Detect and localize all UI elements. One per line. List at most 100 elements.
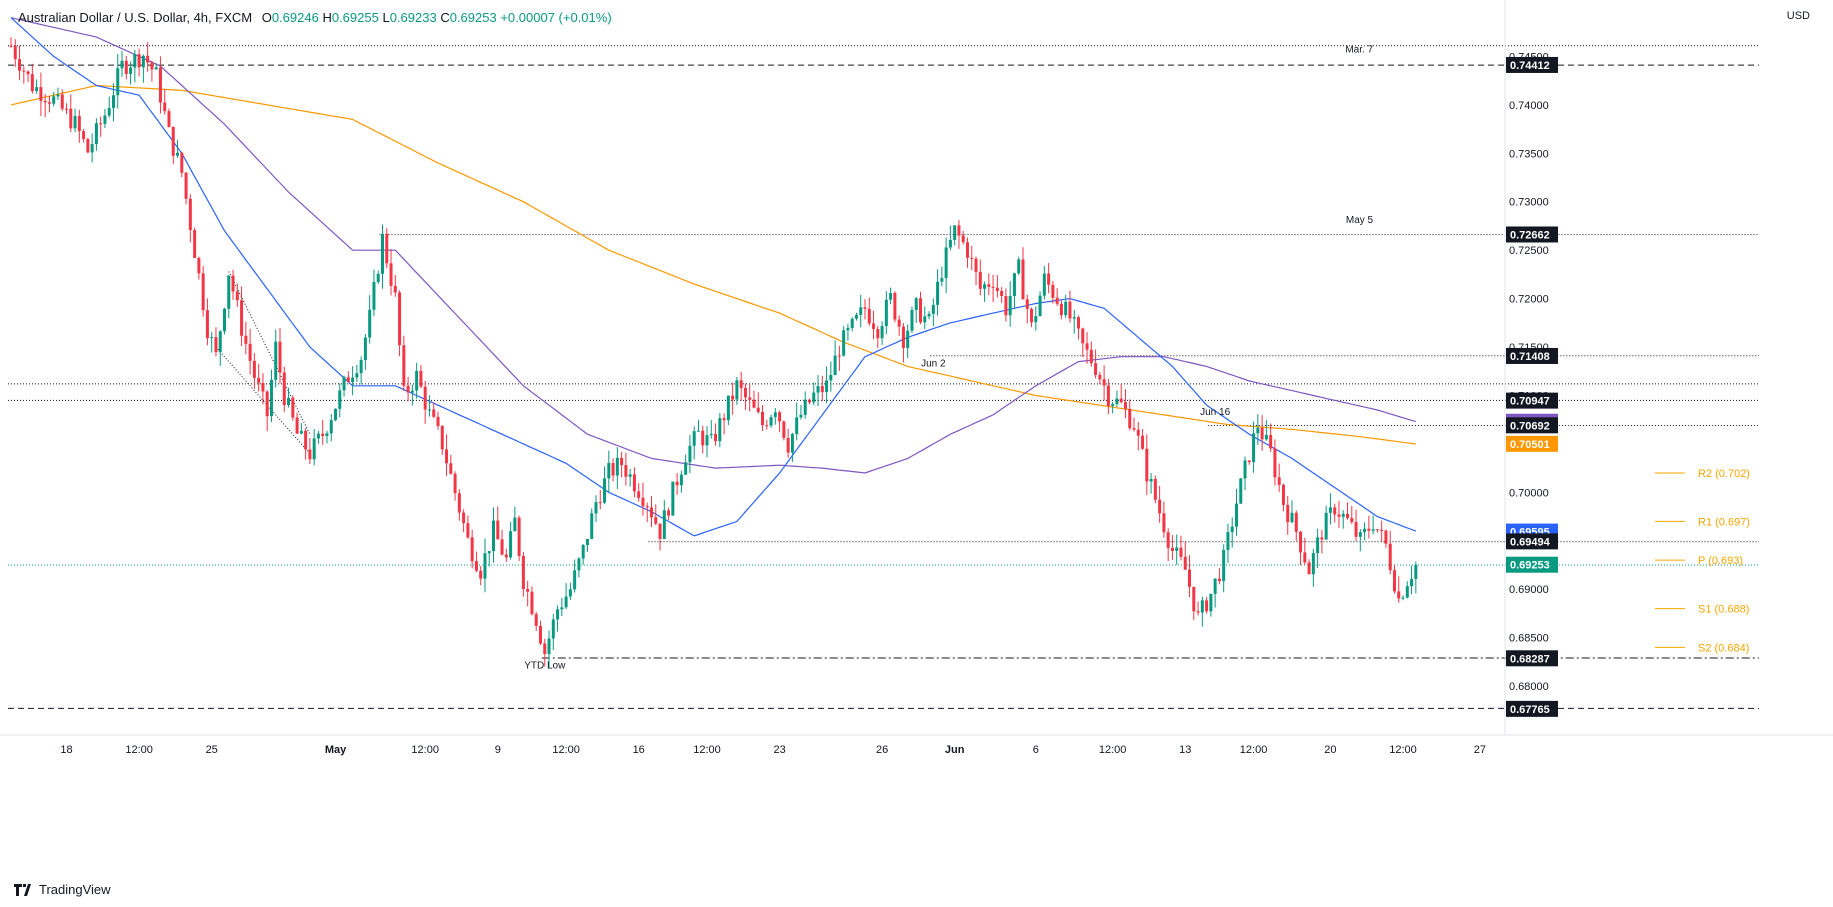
low-label: L xyxy=(382,10,390,25)
candle-body xyxy=(291,397,295,418)
candle-body xyxy=(440,425,444,450)
candle-body xyxy=(1205,600,1209,612)
candle-body xyxy=(628,474,632,477)
currency-label: USD xyxy=(1787,10,1810,22)
tradingview-branding[interactable]: TradingView xyxy=(14,882,111,897)
candle-body xyxy=(1038,295,1042,317)
candle-body xyxy=(1217,578,1221,582)
candle-body xyxy=(1209,593,1213,612)
price-tag-label: 0.70947 xyxy=(1510,396,1550,408)
candle-body xyxy=(210,337,214,339)
candle-body xyxy=(991,286,995,288)
candle-body xyxy=(346,377,350,383)
candle-body xyxy=(1213,578,1217,594)
price-tag-label: 0.74412 xyxy=(1510,60,1550,72)
candle-body xyxy=(1004,296,1008,316)
candle-body xyxy=(94,123,98,145)
candle-body xyxy=(1363,528,1367,533)
candle-body xyxy=(547,638,551,655)
open-value: 0.69246 xyxy=(271,10,319,25)
candle-body xyxy=(1145,448,1149,482)
candle-body xyxy=(1012,273,1016,297)
candle-body xyxy=(897,319,901,327)
price-tag-label: 0.69253 xyxy=(1510,560,1550,572)
x-tick-label: 12:00 xyxy=(693,744,721,756)
pivot-label: S1 (0.688) xyxy=(1698,604,1749,616)
candle-body xyxy=(1294,512,1298,532)
candle-body xyxy=(1239,478,1243,504)
candle-body xyxy=(1234,503,1238,527)
candle-body xyxy=(427,409,431,411)
candle-body xyxy=(47,102,51,104)
candle-body xyxy=(585,538,589,545)
x-tick-label: 12:00 xyxy=(552,744,580,756)
candle-body xyxy=(773,412,777,418)
candle-body xyxy=(1273,448,1277,478)
candle-body xyxy=(534,614,538,626)
price-axis[interactable]: USD0.680000.685000.690000.695000.700000.… xyxy=(1504,0,1810,735)
candle-body xyxy=(1136,429,1140,436)
price-tag xyxy=(1506,56,1558,73)
candle-body xyxy=(180,152,184,173)
candle-body xyxy=(867,308,871,324)
price-tags: 0.744120.726620.714080.709470.707290.706… xyxy=(1506,56,1558,717)
candle-body xyxy=(786,437,790,453)
candle-body xyxy=(1341,513,1345,517)
candle-body xyxy=(240,300,244,336)
candle-body xyxy=(504,554,508,558)
candle-body xyxy=(914,298,918,311)
candle-body xyxy=(1405,586,1409,598)
candle-body xyxy=(163,102,167,112)
candle-body xyxy=(718,418,722,442)
candle-body xyxy=(406,385,410,393)
annotation-label: YTD Low xyxy=(524,661,566,672)
candle-body xyxy=(235,291,239,301)
candle-body xyxy=(1226,532,1230,550)
candle-body xyxy=(1299,531,1303,553)
candle-body xyxy=(807,399,811,403)
candle-body xyxy=(73,116,77,129)
candle-body xyxy=(257,377,261,383)
candle-body xyxy=(287,397,291,406)
candle-body xyxy=(603,478,607,503)
candle-body xyxy=(82,131,86,140)
candle-body xyxy=(453,473,457,494)
candle-body xyxy=(530,591,534,615)
candle-body xyxy=(188,198,192,231)
candle-body xyxy=(901,326,905,348)
ma-purple-line xyxy=(10,17,1416,474)
x-tick-label: 13 xyxy=(1179,744,1191,756)
candle-body xyxy=(60,94,64,109)
candle-body xyxy=(650,507,653,518)
candle-body xyxy=(825,380,829,393)
candle-body xyxy=(316,433,320,439)
candle-body xyxy=(1230,526,1234,533)
candle-body xyxy=(662,510,666,539)
candle-body xyxy=(282,372,286,406)
candle-body xyxy=(351,377,355,383)
candle-body xyxy=(538,625,542,644)
pivot-levels: R2 (0.702) R1 (0.697) P (0.693) S1 (0.688) S… xyxy=(1655,468,1750,654)
candle-body xyxy=(688,445,692,463)
candle-body xyxy=(1017,259,1021,274)
time-axis[interactable]: 18 12:00 25 May 12:00 9 12:00 16 12:00 23 26 Jun 6 12… xyxy=(0,734,1833,756)
candle-body xyxy=(880,326,884,339)
candle-body xyxy=(278,341,282,373)
candle-body xyxy=(1346,513,1350,518)
candle-body xyxy=(1042,273,1046,296)
close-label: C xyxy=(440,10,450,25)
candle-body xyxy=(252,360,256,378)
candle-body xyxy=(193,230,197,258)
candle-body xyxy=(1149,479,1153,482)
candle-body xyxy=(1158,499,1162,514)
candle-body xyxy=(103,115,107,124)
candle-body xyxy=(500,539,504,555)
candle-body xyxy=(299,430,303,434)
pivot-label: S2 (0.684) xyxy=(1698,642,1749,654)
close-value: 0.69253 xyxy=(449,10,497,25)
price-tag xyxy=(1506,347,1558,364)
candle-body xyxy=(124,60,128,74)
candle-body xyxy=(953,225,957,240)
open-label: O xyxy=(261,10,272,25)
